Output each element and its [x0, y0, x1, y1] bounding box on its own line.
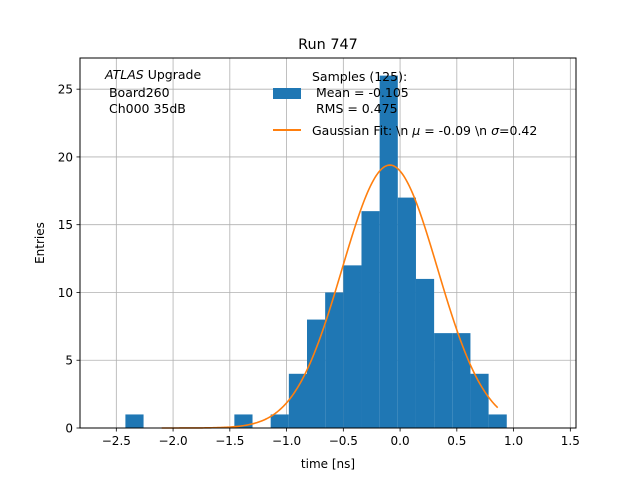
histogram-bar: [488, 414, 507, 428]
legend-fit-sigma: σ: [491, 123, 500, 138]
x-tick-label: −1.5: [215, 434, 244, 448]
x-tick-label: −2.0: [159, 434, 188, 448]
annotation-line-2: Board260: [105, 85, 170, 100]
histogram-bar: [288, 373, 308, 428]
y-tick-label: 25: [58, 83, 73, 97]
y-tick-label: 0: [65, 422, 73, 436]
legend-fit-mu-value: = -0.09 \n: [420, 123, 491, 138]
legend-histogram-swatch: [273, 88, 301, 99]
y-tick-label: 15: [58, 218, 73, 232]
y-axis-label: Entries: [33, 222, 47, 264]
histogram-bar: [325, 292, 344, 428]
legend-histogram-label-2: Mean = -0.105: [312, 85, 409, 100]
annotation-line-1: ATLAS Upgrade: [104, 67, 201, 82]
legend-histogram-label-3: RMS = 0.475: [312, 101, 398, 116]
annotation-text: ATLAS Upgrade Board260 Ch000 35dB: [104, 67, 201, 116]
axes-frame: [79, 57, 577, 429]
atlas-label: ATLAS: [104, 67, 144, 82]
x-tick-label: 0.0: [391, 434, 410, 448]
x-tick-label: −0.5: [329, 434, 358, 448]
legend-fit-sigma-value: =0.42: [499, 123, 537, 138]
legend-fit-mu: μ: [411, 123, 420, 138]
legend: Samples (125): Mean = -0.105 RMS = 0.475…: [273, 69, 537, 138]
histogram-bar: [361, 211, 380, 428]
histogram-bar: [397, 197, 416, 428]
annotation-upgrade: Upgrade: [144, 67, 202, 82]
histogram-bar: [434, 333, 453, 428]
histogram-bar: [452, 333, 471, 428]
y-tick-label: 5: [65, 354, 73, 368]
y-axis-ticks: 0 5 10 15 20 25: [58, 83, 80, 436]
legend-histogram-label-1: Samples (125):: [312, 69, 407, 84]
legend-fit-label: Gaussian Fit: \n μ = -0.09 \n σ=0.42: [312, 123, 537, 138]
histogram-bar: [470, 373, 489, 428]
x-tick-label: −1.0: [272, 434, 301, 448]
legend-fit-prefix: Gaussian Fit: \n: [312, 123, 412, 138]
x-tick-label: 1.0: [504, 434, 523, 448]
histogram-bar: [270, 414, 289, 428]
x-axis-ticks: −2.5 −2.0 −1.5 −1.0 −0.5 0.0 0.5 1.0 1.5: [102, 428, 580, 448]
chart-title: Run 747: [298, 37, 358, 53]
histogram-bar: [379, 75, 398, 428]
annotation-line-3: Ch000 35dB: [105, 101, 186, 116]
histogram-bar: [125, 414, 144, 428]
x-tick-label: −2.5: [102, 434, 131, 448]
histogram-bar: [415, 278, 435, 428]
y-tick-label: 20: [58, 150, 73, 164]
y-tick-label: 10: [58, 286, 73, 300]
x-axis-label: time [ns]: [301, 457, 355, 471]
x-tick-label: 0.5: [447, 434, 466, 448]
histogram-bars: [125, 75, 507, 428]
histogram-bar: [307, 319, 326, 428]
histogram-bar: [343, 265, 362, 428]
x-tick-label: 1.5: [561, 434, 580, 448]
